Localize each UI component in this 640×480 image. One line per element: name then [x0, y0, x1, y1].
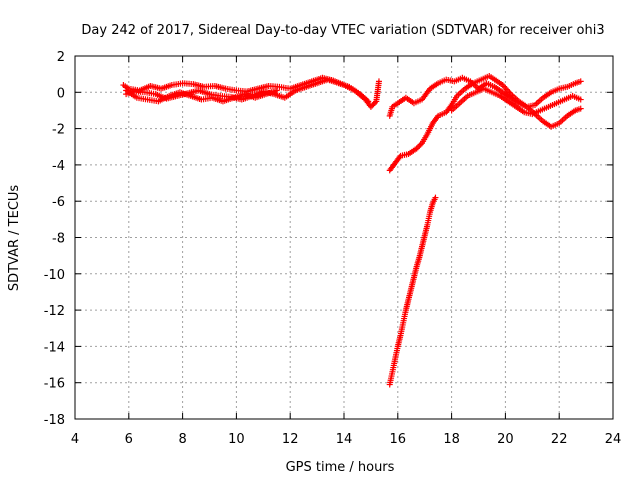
data-point: [416, 142, 423, 149]
y-tick-label: -10: [44, 268, 65, 283]
x-tick-label: 16: [390, 432, 407, 447]
data-point: [413, 145, 420, 152]
data-point: [414, 144, 421, 151]
data-point: [375, 78, 382, 85]
data-points: [120, 72, 584, 388]
plot-frame: [74, 55, 614, 420]
y-tick-label: -14: [44, 340, 65, 355]
data-point: [365, 98, 372, 105]
y-tick-label: 2: [57, 50, 65, 65]
data-point: [369, 102, 376, 109]
x-tick-label: 22: [551, 432, 568, 447]
chart-title: Day 242 of 2017, Sidereal Day-to-day VTE…: [81, 23, 604, 38]
data-point: [577, 105, 584, 112]
y-tick-label: -2: [52, 123, 65, 138]
x-tick-label: 8: [178, 432, 186, 447]
data-point: [417, 141, 424, 148]
x-tick-label: 20: [497, 432, 514, 447]
x-axis-label: GPS time / hours: [286, 460, 395, 475]
axis-ticks: 4 6 8 10 12 14 16 18 20 22 24-18-16-14-12-10-8-6-4…: [44, 50, 622, 447]
y-tick-label: -18: [44, 413, 65, 428]
data-point: [577, 96, 584, 103]
grid: [75, 56, 613, 419]
data-point: [432, 194, 439, 201]
data-point: [367, 103, 374, 110]
x-tick-label: 24: [605, 432, 622, 447]
data-point: [371, 99, 378, 106]
y-tick-label: -6: [52, 195, 65, 210]
y-tick-label: 0: [57, 86, 65, 101]
data-point: [577, 78, 584, 85]
y-axis-label: SDTVAR / TECUs: [7, 185, 22, 292]
x-tick-label: 18: [443, 432, 460, 447]
y-tick-label: -4: [52, 159, 65, 174]
x-tick-label: 14: [336, 432, 353, 447]
y-tick-label: -16: [44, 377, 65, 392]
x-tick-label: 4: [71, 432, 79, 447]
data-point: [370, 101, 377, 108]
x-tick-label: 12: [282, 432, 299, 447]
y-tick-label: -8: [52, 232, 65, 247]
y-tick-label: -12: [44, 304, 65, 319]
x-tick-label: 6: [125, 432, 133, 447]
data-point: [273, 87, 280, 94]
x-tick-label: 10: [228, 432, 245, 447]
